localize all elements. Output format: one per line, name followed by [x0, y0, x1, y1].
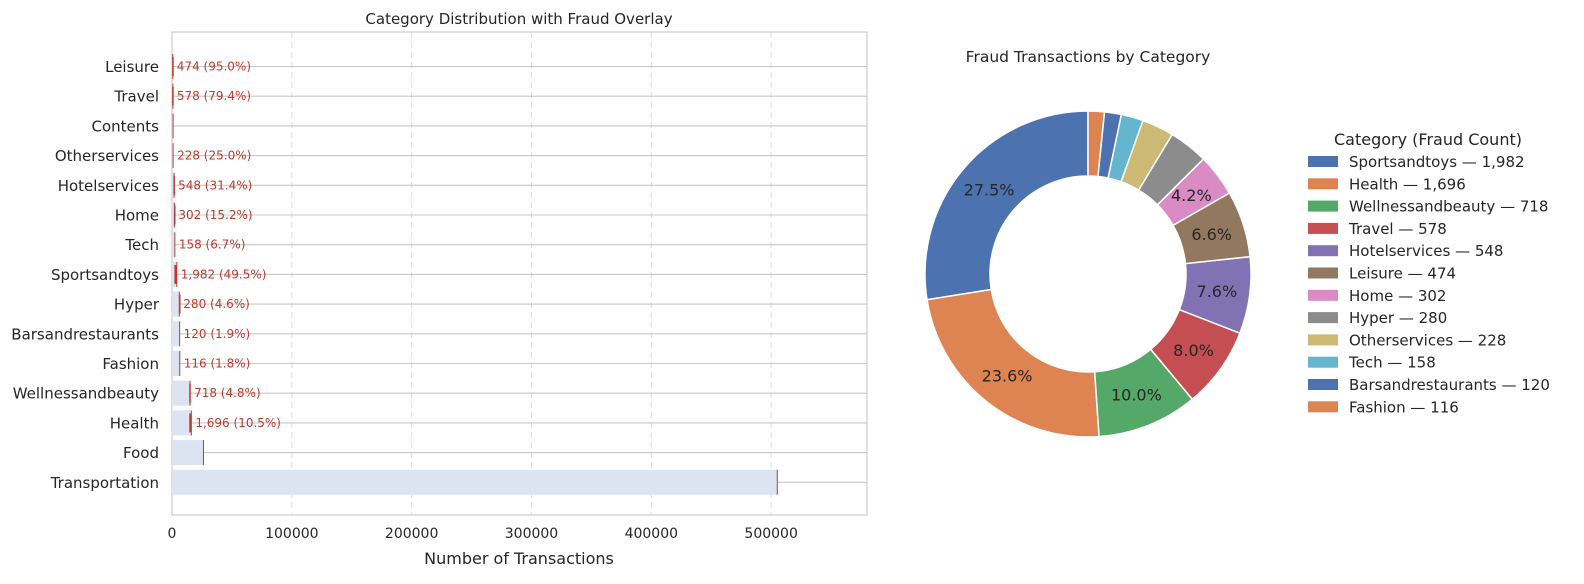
legend-entry: Hyper — 280 — [1349, 309, 1447, 327]
total-bar — [172, 202, 175, 228]
y-tick-label: Tech — [124, 236, 159, 254]
x-tick-label: 500000 — [744, 526, 797, 542]
legend-entry: Leisure — 474 — [1349, 265, 1456, 283]
legend-swatch — [1308, 267, 1338, 279]
legend-entry: Tech — 158 — [1348, 354, 1436, 372]
y-tick-label: Travel — [113, 88, 159, 106]
bar-plot-area — [171, 31, 868, 516]
legend-swatch — [1308, 401, 1338, 413]
legend-swatch — [1308, 245, 1338, 257]
fraud-data-label: 158 (6.7%) — [179, 238, 246, 252]
y-tick-label: Hotelservices — [58, 177, 159, 195]
legend-entry: Health — 1,696 — [1349, 175, 1466, 193]
donut-legend: Category (Fraud Count) Sportsandtoys — 1… — [1308, 130, 1550, 416]
donut-pct-labels: 27.5% 23.6% 10.0% 8.0% 7.6% 6.6% 4.2% — [964, 181, 1238, 405]
total-bar — [172, 291, 180, 317]
fraud-data-label: 228 (25.0%) — [177, 149, 251, 163]
legend-swatch — [1308, 334, 1338, 346]
y-tick-label: Leisure — [105, 58, 159, 76]
legend-swatch — [1308, 379, 1338, 390]
donut-slices — [924, 110, 1252, 438]
bar-x-ticks: 0 100000 200000 300000 400000 500000 — [168, 526, 798, 542]
legend-swatch — [1308, 312, 1338, 324]
legend-title: Category (Fraud Count) — [1334, 130, 1522, 149]
legend-swatch — [1308, 289, 1338, 301]
legend-swatch — [1308, 156, 1338, 167]
total-bar — [172, 440, 204, 466]
y-tick-label: Transportation — [50, 474, 159, 492]
total-bar — [172, 172, 175, 198]
donut-pct-label: 23.6% — [982, 367, 1033, 386]
bar-chart: Category Distribution with Fraud Overlay… — [11, 10, 868, 568]
donut-slice — [926, 288, 1100, 438]
legend-swatch — [1308, 200, 1338, 212]
total-bar — [172, 321, 180, 347]
y-tick-label: Otherservices — [55, 147, 159, 165]
donut-pct-label: 7.6% — [1197, 282, 1238, 301]
donut-pct-label: 27.5% — [964, 181, 1015, 200]
bar-gridlines — [291, 32, 772, 515]
bar-rows: Leisure 474 (95.0%) Travel 578 (79.4%) Conte… — [11, 54, 867, 495]
fraud-data-label: 116 (1.8%) — [184, 357, 251, 371]
donut-pct-label: 4.2% — [1171, 186, 1212, 205]
legend-entry: Home — 302 — [1349, 287, 1446, 305]
legend-swatch — [1308, 222, 1338, 234]
total-bar — [172, 143, 174, 169]
fraud-data-label: 1,982 (49.5%) — [181, 267, 267, 281]
legend-entry: Travel — 578 — [1348, 220, 1447, 238]
fraud-data-label: 120 (1.9%) — [184, 327, 251, 341]
x-tick-label: 0 — [168, 526, 177, 542]
y-tick-label: Home — [115, 207, 159, 225]
y-tick-label: Wellnessandbeauty — [13, 385, 159, 403]
y-tick-label: Health — [110, 414, 159, 432]
total-bar — [172, 351, 180, 376]
legend-entry: Fashion — 116 — [1349, 398, 1459, 416]
donut-pct-label: 6.6% — [1191, 225, 1232, 244]
donut-chart: Fraud Transactions by Category 27.5% 23.6… — [924, 48, 1550, 438]
total-bar — [172, 410, 192, 436]
fraud-data-label: 280 (4.6%) — [183, 297, 250, 311]
x-tick-label: 300000 — [505, 526, 558, 542]
donut-pct-label: 8.0% — [1173, 341, 1214, 360]
total-bar — [172, 261, 177, 287]
bar-x-axis-label: Number of Transactions — [424, 549, 614, 568]
legend-entry: Barsandrestaurants — 120 — [1349, 376, 1550, 394]
legend-swatch — [1308, 178, 1338, 190]
fraud-data-label: 718 (4.8%) — [194, 386, 261, 400]
donut-chart-title: Fraud Transactions by Category — [966, 48, 1211, 66]
x-tick-label: 100000 — [265, 526, 318, 542]
total-bar — [172, 113, 174, 139]
total-bar — [172, 380, 191, 406]
fraud-data-label: 302 (15.2%) — [178, 208, 252, 222]
x-tick-label: 200000 — [385, 526, 438, 542]
y-tick-label: Sportsandtoys — [51, 266, 159, 284]
donut-slice — [1087, 110, 1106, 178]
fraud-data-label: 1,696 (10.5%) — [195, 416, 281, 430]
legend-entry: Wellnessandbeauty — 718 — [1349, 198, 1548, 216]
y-tick-label: Hyper — [114, 296, 160, 314]
fraud-data-label: 474 (95.0%) — [177, 60, 251, 74]
donut-slice — [924, 110, 1089, 301]
legend-entry: Sportsandtoys — 1,982 — [1349, 153, 1525, 171]
legend-swatch — [1308, 356, 1338, 368]
legend-entry: Hotelservices — 548 — [1349, 242, 1503, 260]
y-tick-label: Food — [123, 444, 159, 462]
donut-pct-label: 10.0% — [1111, 386, 1162, 405]
legend-entry: Otherservices — 228 — [1349, 331, 1506, 349]
total-bar — [172, 232, 175, 258]
bar-chart-title: Category Distribution with Fraud Overlay — [365, 10, 672, 28]
y-tick-label: Barsandrestaurants — [11, 325, 159, 343]
fraud-bar — [189, 413, 192, 433]
fraud-data-label: 548 (31.4%) — [178, 178, 252, 192]
x-tick-label: 400000 — [625, 526, 678, 542]
y-tick-label: Fashion — [102, 355, 159, 373]
total-bar — [172, 469, 778, 495]
fraud-data-label: 578 (79.4%) — [177, 89, 251, 103]
fraud-bar — [174, 264, 177, 284]
y-tick-label: Contents — [92, 117, 160, 135]
